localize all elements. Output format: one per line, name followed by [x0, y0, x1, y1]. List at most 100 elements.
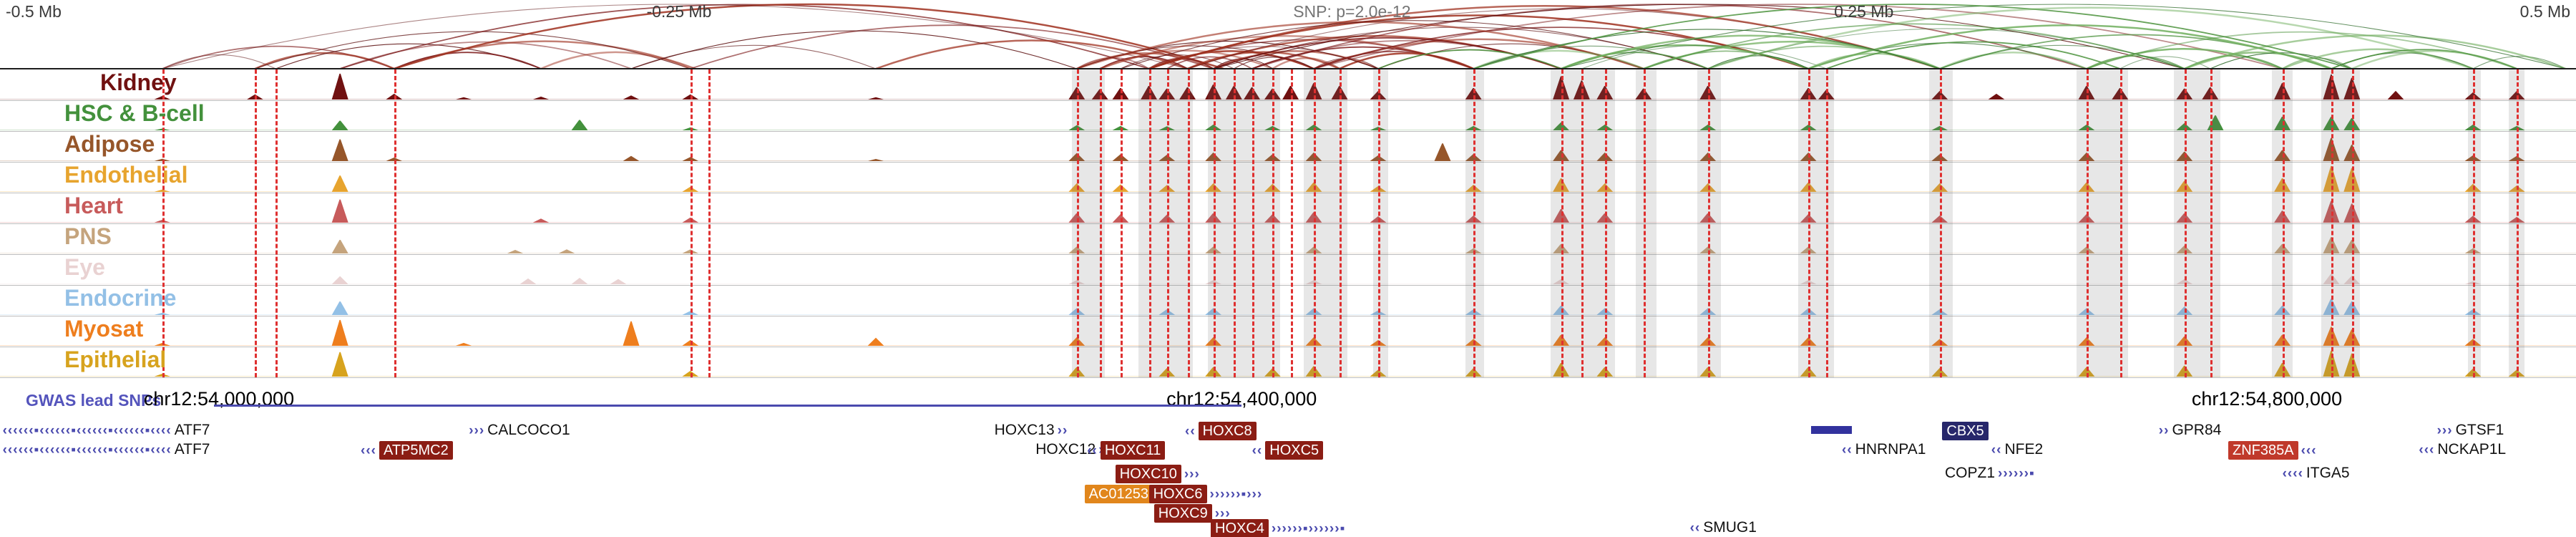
- gene-name: CBX5: [1942, 422, 1989, 440]
- highlight-band: [2174, 69, 2221, 377]
- signal-plot: [0, 299, 2576, 315]
- gene-gtsf1: ››› GTSF1: [2437, 422, 2504, 439]
- gwas-snp-line: [1314, 69, 1316, 377]
- gwas-snp-line: [2119, 69, 2122, 377]
- gene-name: ATF7: [174, 441, 210, 458]
- gwas-snp-line: [708, 69, 711, 377]
- gwas-snp-line: [2210, 69, 2212, 377]
- track-label-endocrine: Endocrine: [64, 285, 177, 311]
- gene-name: HOXC13: [994, 422, 1055, 438]
- gene-name: HNRNPA1: [1855, 441, 1926, 458]
- track-label-adipose: Adipose: [64, 131, 155, 157]
- gwas-snp-line: [1473, 69, 1476, 377]
- gene-hoxc13: HOXC13 ››: [995, 422, 1068, 439]
- track-hsc-b-cell: HSC & B-cell: [0, 100, 2576, 132]
- gwas-snp-line: [1290, 69, 1293, 377]
- gene-znf385a: ZNF385A ‹‹‹: [2228, 441, 2317, 460]
- tracks-area: Kidney HSC & B-cell Adipose Endothelial Hear…: [0, 69, 2576, 378]
- track-label-epithelial: Epithelial: [64, 347, 167, 372]
- track-label-myosat: Myosat: [64, 316, 144, 342]
- gwas-snp-line: [1100, 69, 1103, 377]
- gwas-snp-line: [1252, 69, 1254, 377]
- gene-strand-arrows: ››: [2158, 422, 2170, 438]
- highlight-band: [1372, 69, 1389, 377]
- gwas-snp-line: [690, 69, 693, 377]
- signal-plot: [0, 199, 2576, 223]
- ruler-label-q3: 0.25 Mb: [1834, 2, 1894, 21]
- gwas-snp-line: [1272, 69, 1275, 377]
- highlight-band: [1138, 69, 1193, 377]
- gene-exon-block: [1810, 426, 1853, 434]
- track-kidney: Kidney: [0, 69, 2576, 101]
- gene-hnrnpa1: ‹‹ HNRNPA1: [1842, 441, 1926, 458]
- arcs-svg: [0, 0, 2576, 69]
- gene-strand-arrows: ‹‹‹: [2419, 442, 2435, 458]
- ruler-label-left: -0.5 Mb: [6, 2, 62, 21]
- gene-name: GTSF1: [2455, 422, 2504, 438]
- gene-strand-arrows: ‹‹: [1842, 442, 1853, 458]
- gene-name: SMUG1: [1703, 519, 1757, 536]
- gene-strand-arrows: ›››: [1184, 466, 1200, 482]
- gene-copz1: COPZ1 ››››››▪: [1945, 465, 2035, 482]
- gwas-snp-line: [2331, 69, 2333, 377]
- gene-strand-arrows: ‹‹: [1087, 442, 1098, 458]
- gene-smug1: ‹‹ SMUG1: [1690, 519, 1757, 536]
- gene-name: ITGA5: [2306, 465, 2350, 481]
- gwas-snp-line: [275, 69, 278, 377]
- gene-hoxc4: HOXC4 ››››››▪››››››▪: [1211, 519, 1345, 537]
- track-adipose: Adipose: [0, 131, 2576, 163]
- gene-strand-arrows: ‹‹: [1991, 442, 2002, 458]
- gene-cbx5: CBX5: [1942, 422, 1989, 440]
- gene-name: NCKAP1L: [2437, 441, 2507, 458]
- track-myosat: Myosat: [0, 316, 2576, 347]
- track-label-pns: PNS: [64, 223, 112, 249]
- ruler-axis-line: [0, 68, 2576, 69]
- gene-strand-arrows: ‹‹‹: [2301, 442, 2317, 458]
- gene-strand-arrows: ‹‹: [1689, 520, 1701, 536]
- gene-strand-arrows: ››››››▪›››: [1209, 486, 1263, 502]
- highlight-band: [2272, 69, 2293, 377]
- gene-strand-arrows: ›››: [469, 422, 485, 438]
- track-label-endothelial: Endothelial: [64, 162, 188, 188]
- ruler-label-q1: -0.25 Mb: [646, 2, 712, 21]
- track-label-heart: Heart: [64, 193, 123, 218]
- signal-plot: [0, 73, 2576, 100]
- gwas-snp-line: [1581, 69, 1584, 377]
- gwas-snp-line: [2351, 69, 2354, 377]
- gene-hoxc10: HOXC10 ›››: [1115, 465, 1200, 483]
- coordinate-left: chr12:54,000,000: [143, 388, 295, 410]
- coordinate-right: chr12:54,800,000: [2191, 388, 2343, 410]
- gwas-snp-line: [1148, 69, 1151, 377]
- track-heart: Heart: [0, 193, 2576, 224]
- gene-strand-arrows: ‹‹‹‹‹‹▪‹‹‹‹‹‹▪‹‹‹‹‹‹▪‹‹‹‹‹‹▪‹‹‹‹: [2, 442, 172, 458]
- gene-name: ATP5MC2: [379, 441, 453, 460]
- gene-strand-arrows: ››››››▪››››››▪: [1271, 521, 1346, 536]
- gwas-snp-line: [1187, 69, 1190, 377]
- gene-name: HOXC6: [1148, 485, 1207, 503]
- gene-name: HOXC9: [1153, 504, 1212, 523]
- gene-hoxc9: HOXC9 ›››: [1153, 504, 1231, 523]
- gene-name: HOXC5: [1265, 441, 1324, 460]
- gene-name: HOXC12: [1035, 441, 1096, 458]
- gene-strand-arrows: ‹‹‹: [361, 442, 376, 458]
- gwas-snp-line: [2282, 69, 2285, 377]
- signal-plot: [0, 350, 2576, 377]
- gene-nckap1l: ‹‹‹ NCKAP1L: [2419, 441, 2506, 458]
- gene-name: HOXC4: [1211, 519, 1269, 537]
- gene-hoxc11: ‹‹ HOXC11: [1087, 441, 1166, 460]
- gene-calcoco1: ››› CALCOCO1: [469, 422, 570, 439]
- gene-strand-arrows: ‹‹‹‹: [2282, 465, 2303, 481]
- gene-itga5: ‹‹‹‹ ITGA5: [2283, 465, 2350, 482]
- gwas-snp-line: [1826, 69, 1829, 377]
- gwas-snp-line: [255, 69, 258, 377]
- gene-hoxc5: ‹‹ HOXC5: [1252, 441, 1324, 460]
- gene-strand-arrows: ‹‹: [1252, 442, 1263, 458]
- gwas-snp-line: [1808, 69, 1811, 377]
- gene-hoxc6: HOXC6 ››››››▪›››: [1148, 485, 1263, 503]
- signal-plot: [0, 115, 2576, 130]
- gene-strand-arrows: ›››: [2436, 422, 2453, 438]
- gwas-snp-line: [394, 69, 396, 377]
- gene-name: CALCOCO1: [487, 422, 570, 438]
- snp-pvalue-label: SNP: p=2.0e-12: [1293, 2, 1411, 21]
